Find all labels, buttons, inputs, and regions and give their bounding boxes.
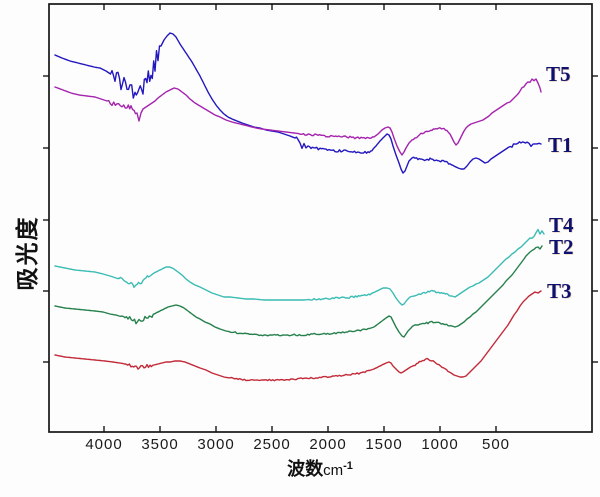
x-tick-label: 2500 bbox=[253, 436, 291, 453]
curve-T3 bbox=[54, 290, 542, 382]
plot-frame bbox=[48, 3, 593, 433]
curve-T4 bbox=[54, 228, 545, 306]
x-axis-title: 波数cm-1 bbox=[250, 455, 390, 481]
x-tick-label: 1000 bbox=[421, 436, 459, 453]
x-tick-label: 3000 bbox=[197, 436, 235, 453]
curve-T2 bbox=[54, 245, 543, 338]
x-axis-title-unit: cm bbox=[323, 462, 344, 479]
curve-label-T5: T5 bbox=[546, 62, 571, 86]
x-tick-label: 4000 bbox=[85, 436, 123, 453]
curve-label-T4: T4 bbox=[549, 213, 574, 237]
curve-label-T1: T1 bbox=[548, 133, 573, 157]
y-axis-title: 吸光度 bbox=[14, 215, 40, 291]
x-tick-label: 500 bbox=[481, 436, 511, 453]
x-tick-label: 3500 bbox=[141, 436, 179, 453]
curve-label-T2: T2 bbox=[549, 235, 574, 259]
x-axis-title-superscript: -1 bbox=[343, 460, 353, 472]
curve-T1 bbox=[54, 32, 542, 174]
curve-label-T3: T3 bbox=[547, 279, 572, 303]
x-axis-title-cjk: 波数 bbox=[287, 459, 324, 479]
curve-T5 bbox=[54, 78, 542, 156]
x-tick-label: 1500 bbox=[365, 436, 403, 453]
x-tick-label: 2000 bbox=[309, 436, 347, 453]
